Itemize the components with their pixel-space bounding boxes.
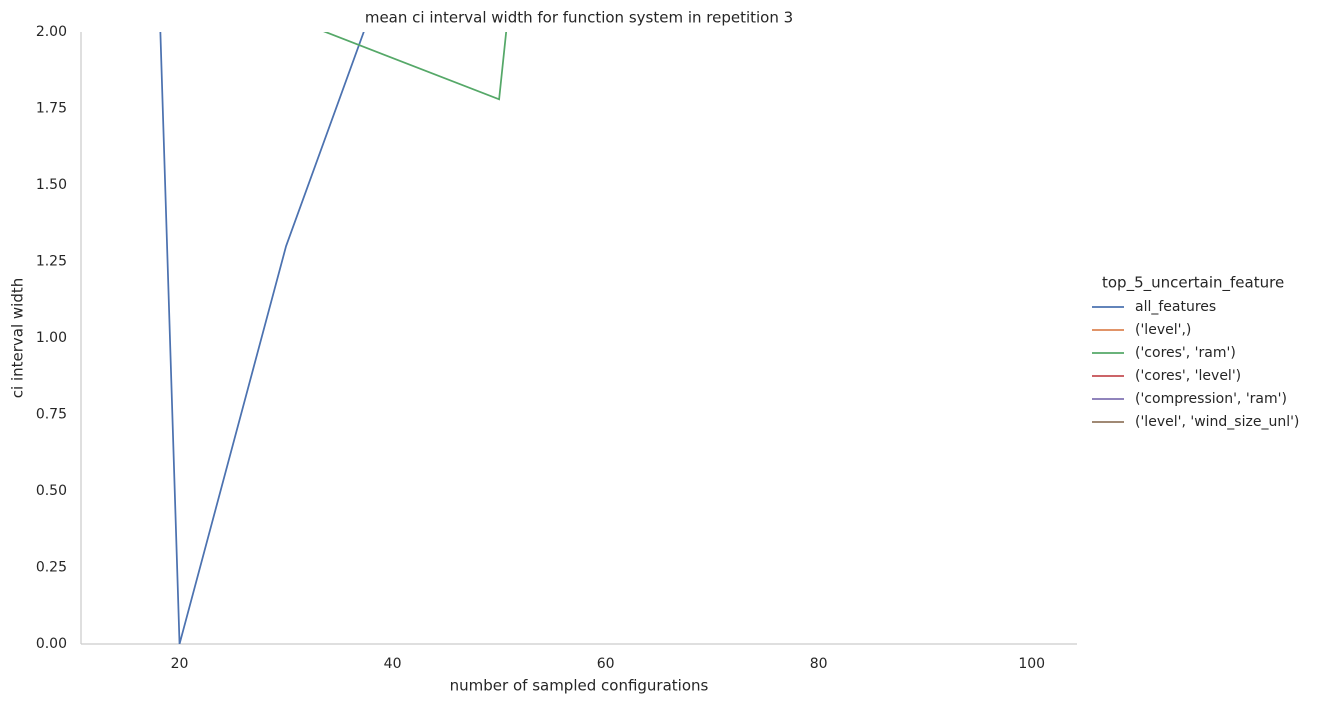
data-line (323, 32, 508, 101)
y-tick-label: 1.25 (36, 254, 67, 270)
legend-label: ('level',) (1135, 322, 1191, 338)
y-tick-label: 1.00 (36, 330, 67, 346)
plot-area (159, 32, 508, 644)
legend-label: ('level', 'wind_size_unl') (1135, 414, 1299, 430)
legend-title: top_5_uncertain_feature (1102, 274, 1284, 293)
legend-label: all_features (1135, 299, 1216, 315)
legend-label: ('cores', 'ram') (1135, 345, 1236, 361)
legend-label: ('compression', 'ram') (1135, 391, 1287, 407)
data-line (159, 32, 365, 644)
x-tick-label: 20 (171, 656, 189, 672)
y-tick-label: 1.50 (36, 177, 67, 193)
legend-label: ('cores', 'level') (1135, 368, 1241, 384)
chart-title: mean ci interval width for function syst… (365, 9, 793, 27)
x-tick-label: 80 (810, 656, 828, 672)
y-tick-label: 0.00 (36, 636, 67, 652)
x-tick-label: 60 (597, 656, 615, 672)
y-tick-label: 0.75 (36, 407, 67, 423)
y-tick-label: 0.50 (36, 483, 67, 499)
x-axis-label: number of sampled configurations (450, 677, 709, 695)
y-axis-label: ci interval width (9, 278, 27, 398)
x-tick-label: 100 (1018, 656, 1045, 672)
y-tick-label: 0.25 (36, 560, 67, 576)
x-tick-label: 40 (384, 656, 402, 672)
y-tick-label: 2.00 (36, 24, 67, 40)
y-tick-label: 1.75 (36, 101, 67, 117)
